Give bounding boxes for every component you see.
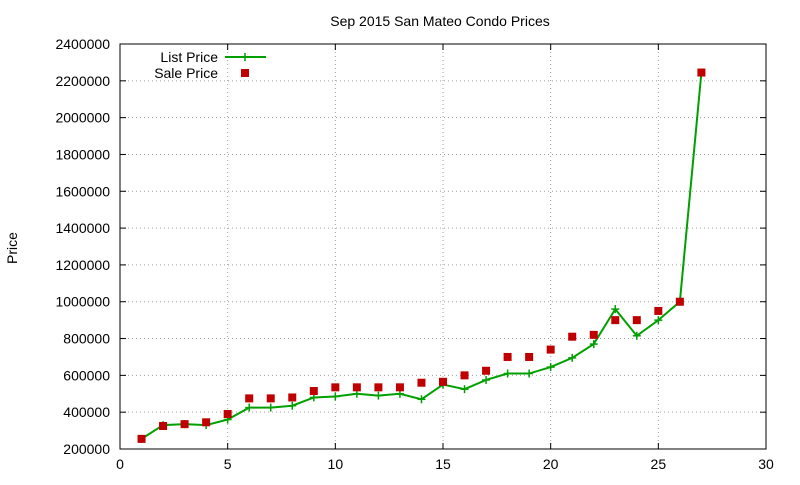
sale-price-point-3	[180, 420, 189, 429]
y-tick-label-0: 200000	[63, 441, 110, 457]
y-tick-label-4: 1000000	[55, 294, 110, 310]
list-price-point-7	[266, 403, 275, 412]
sale-price-point-15	[439, 377, 447, 386]
sale-price-point-13	[395, 383, 404, 392]
sale-price-point-11	[352, 383, 361, 392]
legend-label-sale-price: Sale Price	[154, 65, 218, 81]
sale-price-point-5	[223, 410, 232, 419]
y-tick-label-2: 600000	[63, 367, 110, 383]
x-tick-label-4: 20	[543, 456, 559, 472]
tick-labels: 0 5 10 15 20 25 30 200000 400000 600000 800000 1000…	[55, 36, 774, 472]
sale-price-point-25	[654, 306, 663, 315]
y-axis-label: Price	[4, 232, 20, 264]
y-tick-label-8: 1800000	[55, 146, 110, 162]
list-price-point-17	[482, 375, 491, 384]
sale-price-point-26	[675, 297, 684, 306]
y-tick-label-11: 2400000	[55, 36, 110, 52]
y-tick-label-1: 400000	[63, 404, 110, 420]
list-price-point-16	[460, 385, 469, 394]
x-tick-label-5: 25	[651, 456, 667, 472]
sale-price-point-24	[632, 316, 641, 325]
legend-marker-sale-price	[241, 69, 249, 77]
sale-price-point-23	[611, 316, 620, 325]
list-price-point-19	[525, 369, 534, 378]
sale-price-point-22	[589, 330, 598, 339]
series	[137, 68, 706, 443]
sale-price-point-19	[525, 352, 534, 361]
list-price-point-21	[568, 353, 577, 362]
y-tick-label-5: 1200000	[55, 257, 110, 273]
list-price-point-25	[654, 316, 663, 325]
y-tick-label-6: 1400000	[55, 220, 110, 236]
list-price-point-24	[632, 331, 641, 340]
sale-price-point-20	[546, 345, 555, 354]
sale-price-point-21	[568, 332, 577, 341]
list-price-point-20	[546, 363, 555, 372]
x-tick-label-2: 10	[328, 456, 344, 472]
x-tick-label-3: 15	[435, 456, 451, 472]
x-tick-label-6: 30	[758, 456, 774, 472]
sale-price-point-16	[460, 371, 469, 380]
sale-price-point-17	[482, 366, 491, 375]
chart-title: Sep 2015 San Mateo Condo Prices	[330, 13, 549, 29]
axes	[119, 43, 767, 450]
sale-price-point-27	[697, 68, 706, 77]
y-tick-label-3: 800000	[63, 331, 110, 347]
x-tick-label-0: 0	[116, 456, 124, 472]
list-price-point-12	[374, 391, 383, 400]
list-price-point-6	[245, 403, 254, 412]
y-tick-label-9: 2000000	[55, 110, 110, 126]
sale-price-point-4	[202, 418, 211, 427]
legend-marker-list-price	[241, 53, 249, 61]
list-price-point-18	[503, 369, 512, 378]
sale-price-point-1	[137, 434, 146, 443]
y-tick-label-10: 2200000	[55, 73, 110, 89]
sale-price-point-7	[266, 394, 275, 403]
list-price-point-10	[331, 392, 340, 401]
list-price-point-8	[288, 401, 297, 410]
sale-price-point-8	[288, 393, 297, 402]
series-sale-price	[137, 68, 706, 443]
sale-price-point-10	[331, 383, 340, 392]
y-tick-label-7: 1600000	[55, 183, 110, 199]
list-price-point-23	[611, 305, 620, 314]
sale-price-point-18	[503, 352, 512, 361]
x-tick-label-1: 5	[224, 456, 232, 472]
sale-price-point-14	[417, 378, 426, 387]
sale-price-point-9	[309, 387, 318, 396]
list-price-point-22	[589, 340, 598, 349]
sale-price-point-12	[374, 383, 383, 392]
sale-price-point-6	[245, 394, 254, 403]
sale-price-point-2	[159, 421, 168, 430]
list-price-point-14	[417, 395, 426, 404]
legend-label-list-price: List Price	[160, 49, 218, 65]
